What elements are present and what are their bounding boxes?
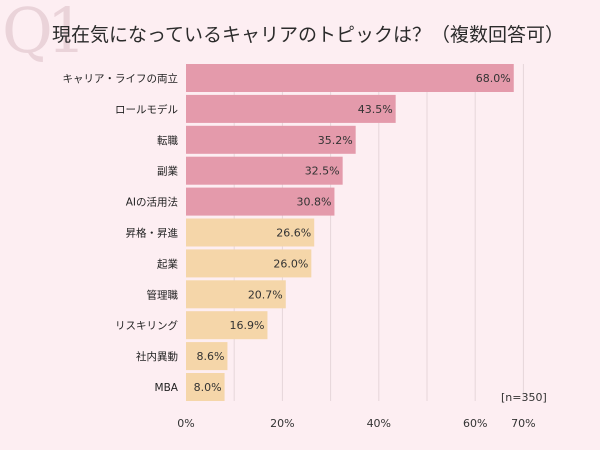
category-label: リスキリング bbox=[115, 319, 178, 332]
category-label: ロールモデル bbox=[115, 103, 178, 116]
value-label: 26.0% bbox=[273, 257, 308, 270]
category-label: 昇格・昇進 bbox=[126, 227, 179, 240]
x-tick-label: 60% bbox=[463, 417, 487, 430]
bar bbox=[186, 280, 286, 309]
x-tick-label: 40% bbox=[367, 417, 391, 430]
value-label: 8.0% bbox=[194, 381, 222, 394]
category-label: 転職 bbox=[157, 135, 178, 147]
category-label: 副業 bbox=[157, 165, 178, 178]
x-tick-label: 20% bbox=[270, 417, 294, 430]
value-label: 68.0% bbox=[476, 72, 511, 85]
bar bbox=[186, 311, 268, 340]
x-tick-label: 70% bbox=[511, 417, 535, 430]
q1-watermark: Q1 bbox=[2, 0, 86, 67]
chart-title: 現在気になっているキャリアのトピックは？（複数回答可） bbox=[52, 24, 565, 46]
bar bbox=[186, 125, 356, 154]
bar bbox=[186, 218, 315, 247]
bar bbox=[186, 94, 396, 123]
category-label: 起業 bbox=[157, 257, 178, 270]
value-label: 26.6% bbox=[276, 227, 311, 240]
bar bbox=[186, 156, 343, 185]
category-label: キャリア・ライフの両立 bbox=[63, 72, 179, 85]
value-label: 16.9% bbox=[230, 319, 265, 332]
x-tick-label: 0% bbox=[177, 417, 194, 430]
bar bbox=[186, 187, 335, 216]
sample-size-note: [n=350] bbox=[501, 391, 547, 404]
category-label: AIの活用法 bbox=[126, 196, 178, 209]
value-label: 20.7% bbox=[248, 288, 283, 301]
bar bbox=[186, 342, 228, 371]
category-label: 管理職 bbox=[147, 288, 179, 301]
value-label: 43.5% bbox=[358, 103, 393, 116]
bar bbox=[186, 64, 514, 92]
value-label: 35.2% bbox=[318, 134, 353, 147]
bar bbox=[186, 373, 225, 401]
category-label: 社内異動 bbox=[136, 350, 178, 363]
value-label: 30.8% bbox=[297, 196, 332, 209]
value-label: 8.6% bbox=[196, 350, 224, 363]
value-label: 32.5% bbox=[305, 165, 340, 178]
category-label: MBA bbox=[155, 382, 179, 394]
bar bbox=[186, 249, 312, 278]
